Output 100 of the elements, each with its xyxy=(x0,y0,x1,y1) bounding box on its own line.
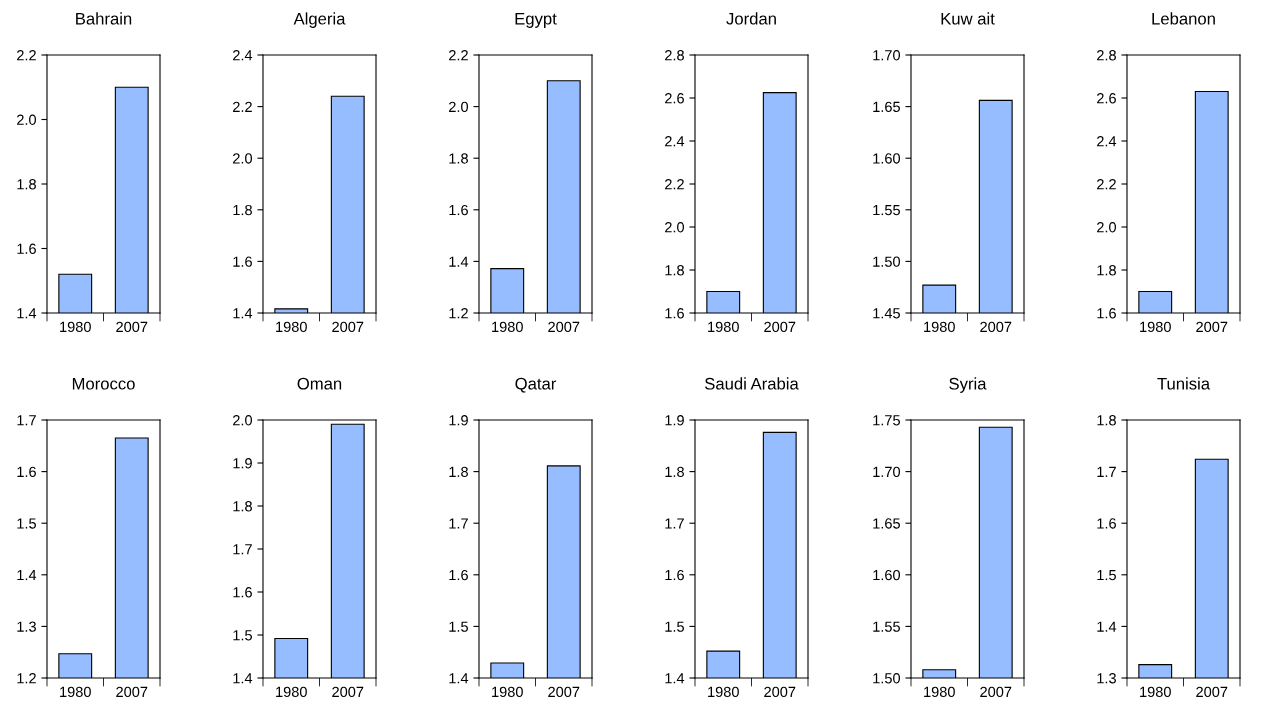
y-tick-label: 1.75 xyxy=(873,415,900,426)
x-tick-label: 2007 xyxy=(764,686,796,698)
y-tick-label: 1.50 xyxy=(873,673,901,684)
chart-title: Egypt xyxy=(515,12,557,28)
x-tick-label: 2007 xyxy=(116,686,148,698)
y-tick-label: 2.8 xyxy=(665,50,684,61)
x-tick-label: 2007 xyxy=(980,686,1012,698)
y-tick-label: 1.4 xyxy=(233,673,253,684)
x-tick-label: 1980 xyxy=(276,686,307,698)
y-tick-label: 1.9 xyxy=(449,415,468,426)
y-tick-label: 1.6 xyxy=(665,569,684,581)
y-tick-label: 2.0 xyxy=(665,222,685,233)
x-tick-label: 1980 xyxy=(1140,686,1171,698)
x-tick-label: 1980 xyxy=(1140,321,1171,333)
y-tick-label: 1.5 xyxy=(665,621,684,632)
y-tick-label: 1.4 xyxy=(233,308,253,319)
y-tick-label: 1.65 xyxy=(873,518,900,529)
chart-title: Oman xyxy=(297,377,342,390)
y-tick-label: 1.4 xyxy=(449,673,469,684)
y-tick-label: 2.0 xyxy=(233,415,253,426)
x-tick-label: 2007 xyxy=(1196,686,1228,698)
y-tick-label: 2.0 xyxy=(17,114,37,125)
x-tick-label: 1980 xyxy=(492,686,523,698)
y-tick-label: 1.7 xyxy=(17,415,36,426)
y-tick-label: 1.5 xyxy=(449,621,468,632)
y-tick-label: 2.4 xyxy=(1097,136,1117,147)
x-tick-label: 2007 xyxy=(548,321,580,333)
y-tick-label: 1.9 xyxy=(665,415,684,426)
chart-title: Lebanon xyxy=(1152,12,1215,25)
y-tick-label: 2.4 xyxy=(665,136,685,147)
y-tick-label: 1.6 xyxy=(233,256,252,267)
y-tick-label: 1.8 xyxy=(1097,415,1116,426)
x-tick-label: 1980 xyxy=(276,321,307,333)
y-tick-label: 1.6 xyxy=(17,466,36,478)
y-tick-label: 1.6 xyxy=(1097,518,1116,529)
y-tick-label: 1.8 xyxy=(1097,265,1116,276)
chart-title: Saudi Arabia xyxy=(705,377,799,390)
y-tick-label: 1.8 xyxy=(449,466,468,478)
chart-title: Tunisia xyxy=(1157,377,1211,390)
y-tick-label: 2.4 xyxy=(233,50,253,61)
y-tick-label: 1.6 xyxy=(449,204,468,216)
y-tick-label: 1.5 xyxy=(233,630,252,641)
x-tick-label: 1980 xyxy=(708,321,739,333)
y-tick-label: 1.4 xyxy=(449,256,469,267)
y-tick-label: 1.7 xyxy=(233,544,252,555)
y-tick-label: 1.4 xyxy=(665,673,685,684)
y-tick-label: 1.70 xyxy=(873,466,901,478)
y-tick-label: 1.60 xyxy=(873,153,901,164)
chart-title: Qatar xyxy=(515,377,557,393)
y-tick-label: 1.5 xyxy=(17,518,36,529)
x-tick-label: 1980 xyxy=(924,686,955,698)
x-tick-label: 2007 xyxy=(116,321,148,333)
y-tick-label: 1.3 xyxy=(1097,673,1116,684)
x-tick-label: 1980 xyxy=(708,686,739,698)
chart-title: Morocco xyxy=(72,377,135,390)
y-tick-label: 2.2 xyxy=(233,101,252,112)
y-tick-label: 1.4 xyxy=(17,308,37,319)
y-tick-label: 1.55 xyxy=(873,205,900,216)
y-tick-label: 1.8 xyxy=(449,153,468,164)
y-tick-label: 1.6 xyxy=(1097,308,1116,319)
y-tick-label: 1.50 xyxy=(873,256,901,267)
y-tick-label: 1.55 xyxy=(873,621,900,632)
y-tick-label: 1.2 xyxy=(449,308,468,319)
y-tick-label: 1.6 xyxy=(665,308,684,319)
chart-title: Syria xyxy=(949,377,987,393)
y-tick-label: 2.2 xyxy=(17,50,36,61)
y-tick-label: 1.7 xyxy=(665,518,684,529)
x-tick-label: 1980 xyxy=(60,321,91,333)
y-tick-label: 2.0 xyxy=(1097,222,1117,233)
x-tick-label: 1980 xyxy=(60,686,91,698)
y-tick-label: 2.0 xyxy=(233,153,253,164)
y-tick-label: 1.3 xyxy=(17,621,36,632)
y-tick-label: 1.8 xyxy=(665,265,684,276)
y-tick-label: 1.9 xyxy=(233,458,252,469)
chart-title: Bahrain xyxy=(76,12,132,25)
chart-title: Jordan xyxy=(726,12,776,25)
x-tick-label: 2007 xyxy=(980,321,1012,333)
y-tick-label: 2.2 xyxy=(665,179,684,190)
y-tick-label: 1.7 xyxy=(1097,466,1116,477)
y-tick-label: 1.4 xyxy=(1097,621,1117,632)
y-tick-label: 1.45 xyxy=(873,308,900,319)
y-tick-label: 1.6 xyxy=(17,243,36,254)
y-tick-label: 1.8 xyxy=(233,501,252,512)
y-tick-label: 1.6 xyxy=(233,587,252,598)
y-tick-label: 1.4 xyxy=(17,570,37,581)
y-tick-label: 1.5 xyxy=(1097,570,1116,581)
y-tick-label: 1.8 xyxy=(17,179,36,190)
y-tick-label: 2.6 xyxy=(665,93,684,104)
x-tick-label: 2007 xyxy=(1196,321,1228,333)
y-tick-label: 2.0 xyxy=(449,101,469,113)
y-tick-label: 1.70 xyxy=(873,50,901,61)
y-tick-label: 2.2 xyxy=(1097,179,1116,190)
x-tick-label: 2007 xyxy=(764,321,796,333)
x-tick-label: 2007 xyxy=(332,321,364,333)
y-tick-label: 1.7 xyxy=(449,518,468,529)
chart-title: Kuw ait xyxy=(941,12,995,25)
x-tick-label: 2007 xyxy=(332,686,364,698)
y-tick-label: 1.8 xyxy=(665,466,684,478)
y-tick-label: 2.2 xyxy=(449,50,468,61)
y-tick-label: 1.60 xyxy=(873,569,901,581)
